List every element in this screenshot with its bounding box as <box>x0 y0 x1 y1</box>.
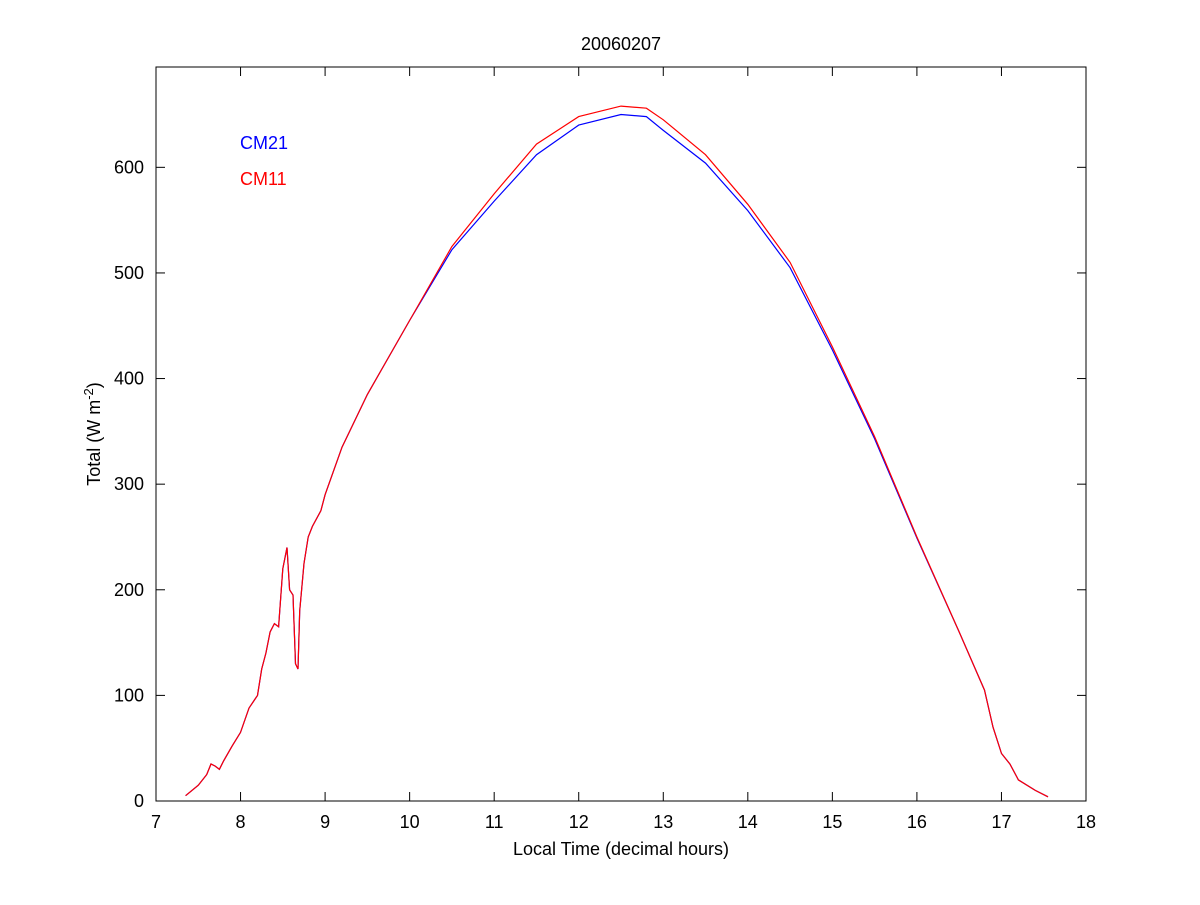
x-tick-label: 12 <box>569 812 589 832</box>
x-tick-label: 15 <box>822 812 842 832</box>
y-tick-label: 600 <box>114 157 144 177</box>
series-line-cm21 <box>185 113 1049 798</box>
x-tick-label: 8 <box>236 812 246 832</box>
x-axis-label: Local Time (decimal hours) <box>513 839 729 859</box>
x-tick-label: 7 <box>151 812 161 832</box>
x-tick-label: 13 <box>653 812 673 832</box>
series-line-cm11 <box>185 105 1049 798</box>
chart-title: 20060207 <box>581 34 661 54</box>
y-tick-label: 200 <box>114 580 144 600</box>
legend: CM21 CM11 <box>240 133 288 189</box>
y-tick-label: 300 <box>114 474 144 494</box>
x-tick-label: 17 <box>991 812 1011 832</box>
legend-entry-cm11: CM11 <box>240 169 287 189</box>
legend-entry-cm21: CM21 <box>240 133 288 153</box>
y-tick-label: 500 <box>114 263 144 283</box>
x-tick-label: 9 <box>320 812 330 832</box>
x-tick-label: 16 <box>907 812 927 832</box>
x-tick-label: 14 <box>738 812 758 832</box>
y-tick-label: 400 <box>114 369 144 389</box>
x-tick-label: 10 <box>400 812 420 832</box>
y-tick-label: 100 <box>114 685 144 705</box>
axes-box <box>155 66 1087 802</box>
y-axis-label: Total (W m-2) <box>81 382 104 486</box>
x-tick-label: 11 <box>485 812 504 832</box>
x-tick-label: 18 <box>1076 812 1096 832</box>
y-tick-label: 0 <box>134 791 144 811</box>
